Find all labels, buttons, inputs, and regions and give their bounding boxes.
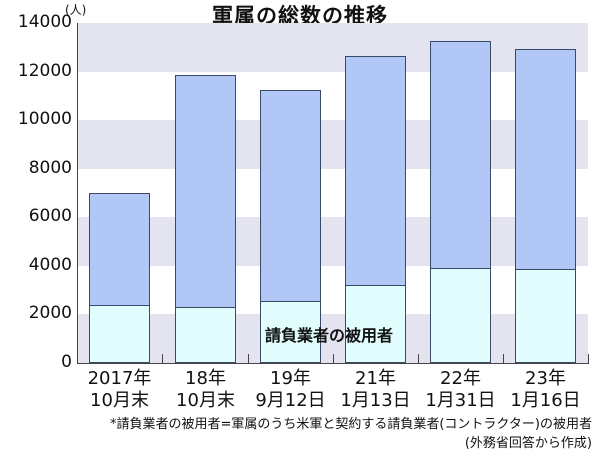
- y-unit-label: (人): [65, 3, 87, 17]
- bar-segment-contractor: [261, 301, 320, 362]
- grid-band: [78, 217, 588, 266]
- y-axis-line: [77, 23, 78, 364]
- footnote: *請負業者の被用者=軍属のうち米軍と契約する請負業者(コントラクター)の被用者: [109, 417, 592, 432]
- y-tick-label: 4000: [28, 254, 72, 275]
- bar-segment-contractor: [516, 268, 575, 362]
- source-note: (外務省回答から作成): [464, 436, 592, 451]
- bar: [260, 90, 321, 363]
- x-tick-label: 23年 1月16日: [510, 368, 581, 411]
- y-tick-label: 2000: [28, 303, 72, 324]
- plot-area: [78, 23, 588, 363]
- x-tick: [418, 354, 419, 363]
- x-tick: [162, 354, 163, 363]
- bar-segment-contractor: [176, 307, 235, 362]
- x-tick-label: 19年 9月12日: [255, 368, 326, 411]
- x-tick-label: 22年 1月31日: [425, 368, 496, 411]
- y-tick-label: 14000: [17, 12, 72, 32]
- y-tick-label: 6000: [28, 206, 72, 227]
- bar: [430, 40, 491, 363]
- x-tick-label: 18年 10月末: [176, 368, 235, 411]
- x-tick-label: 21年 1月13日: [340, 368, 411, 411]
- bar: [175, 75, 236, 363]
- bar-segment-contractor: [90, 305, 149, 362]
- x-tick: [503, 354, 504, 363]
- grid-band: [78, 120, 588, 169]
- x-tick: [248, 354, 249, 363]
- x-tick-label: 2017年 10月末: [87, 368, 152, 411]
- y-tick-label: 0: [61, 352, 72, 372]
- x-axis-line: [77, 363, 589, 364]
- y-tick-label: 10000: [17, 109, 72, 130]
- bar: [89, 193, 150, 363]
- y-tick-label: 12000: [17, 60, 72, 81]
- segment-label: 請負業者の被用者: [265, 326, 394, 345]
- bar: [515, 48, 576, 363]
- y-tick-label: 8000: [28, 157, 72, 178]
- grid-band: [78, 23, 588, 72]
- bar: [345, 56, 406, 363]
- bar-segment-contractor: [431, 267, 490, 362]
- bar-segment-contractor: [346, 284, 405, 362]
- x-tick: [588, 354, 589, 363]
- x-tick: [333, 354, 334, 363]
